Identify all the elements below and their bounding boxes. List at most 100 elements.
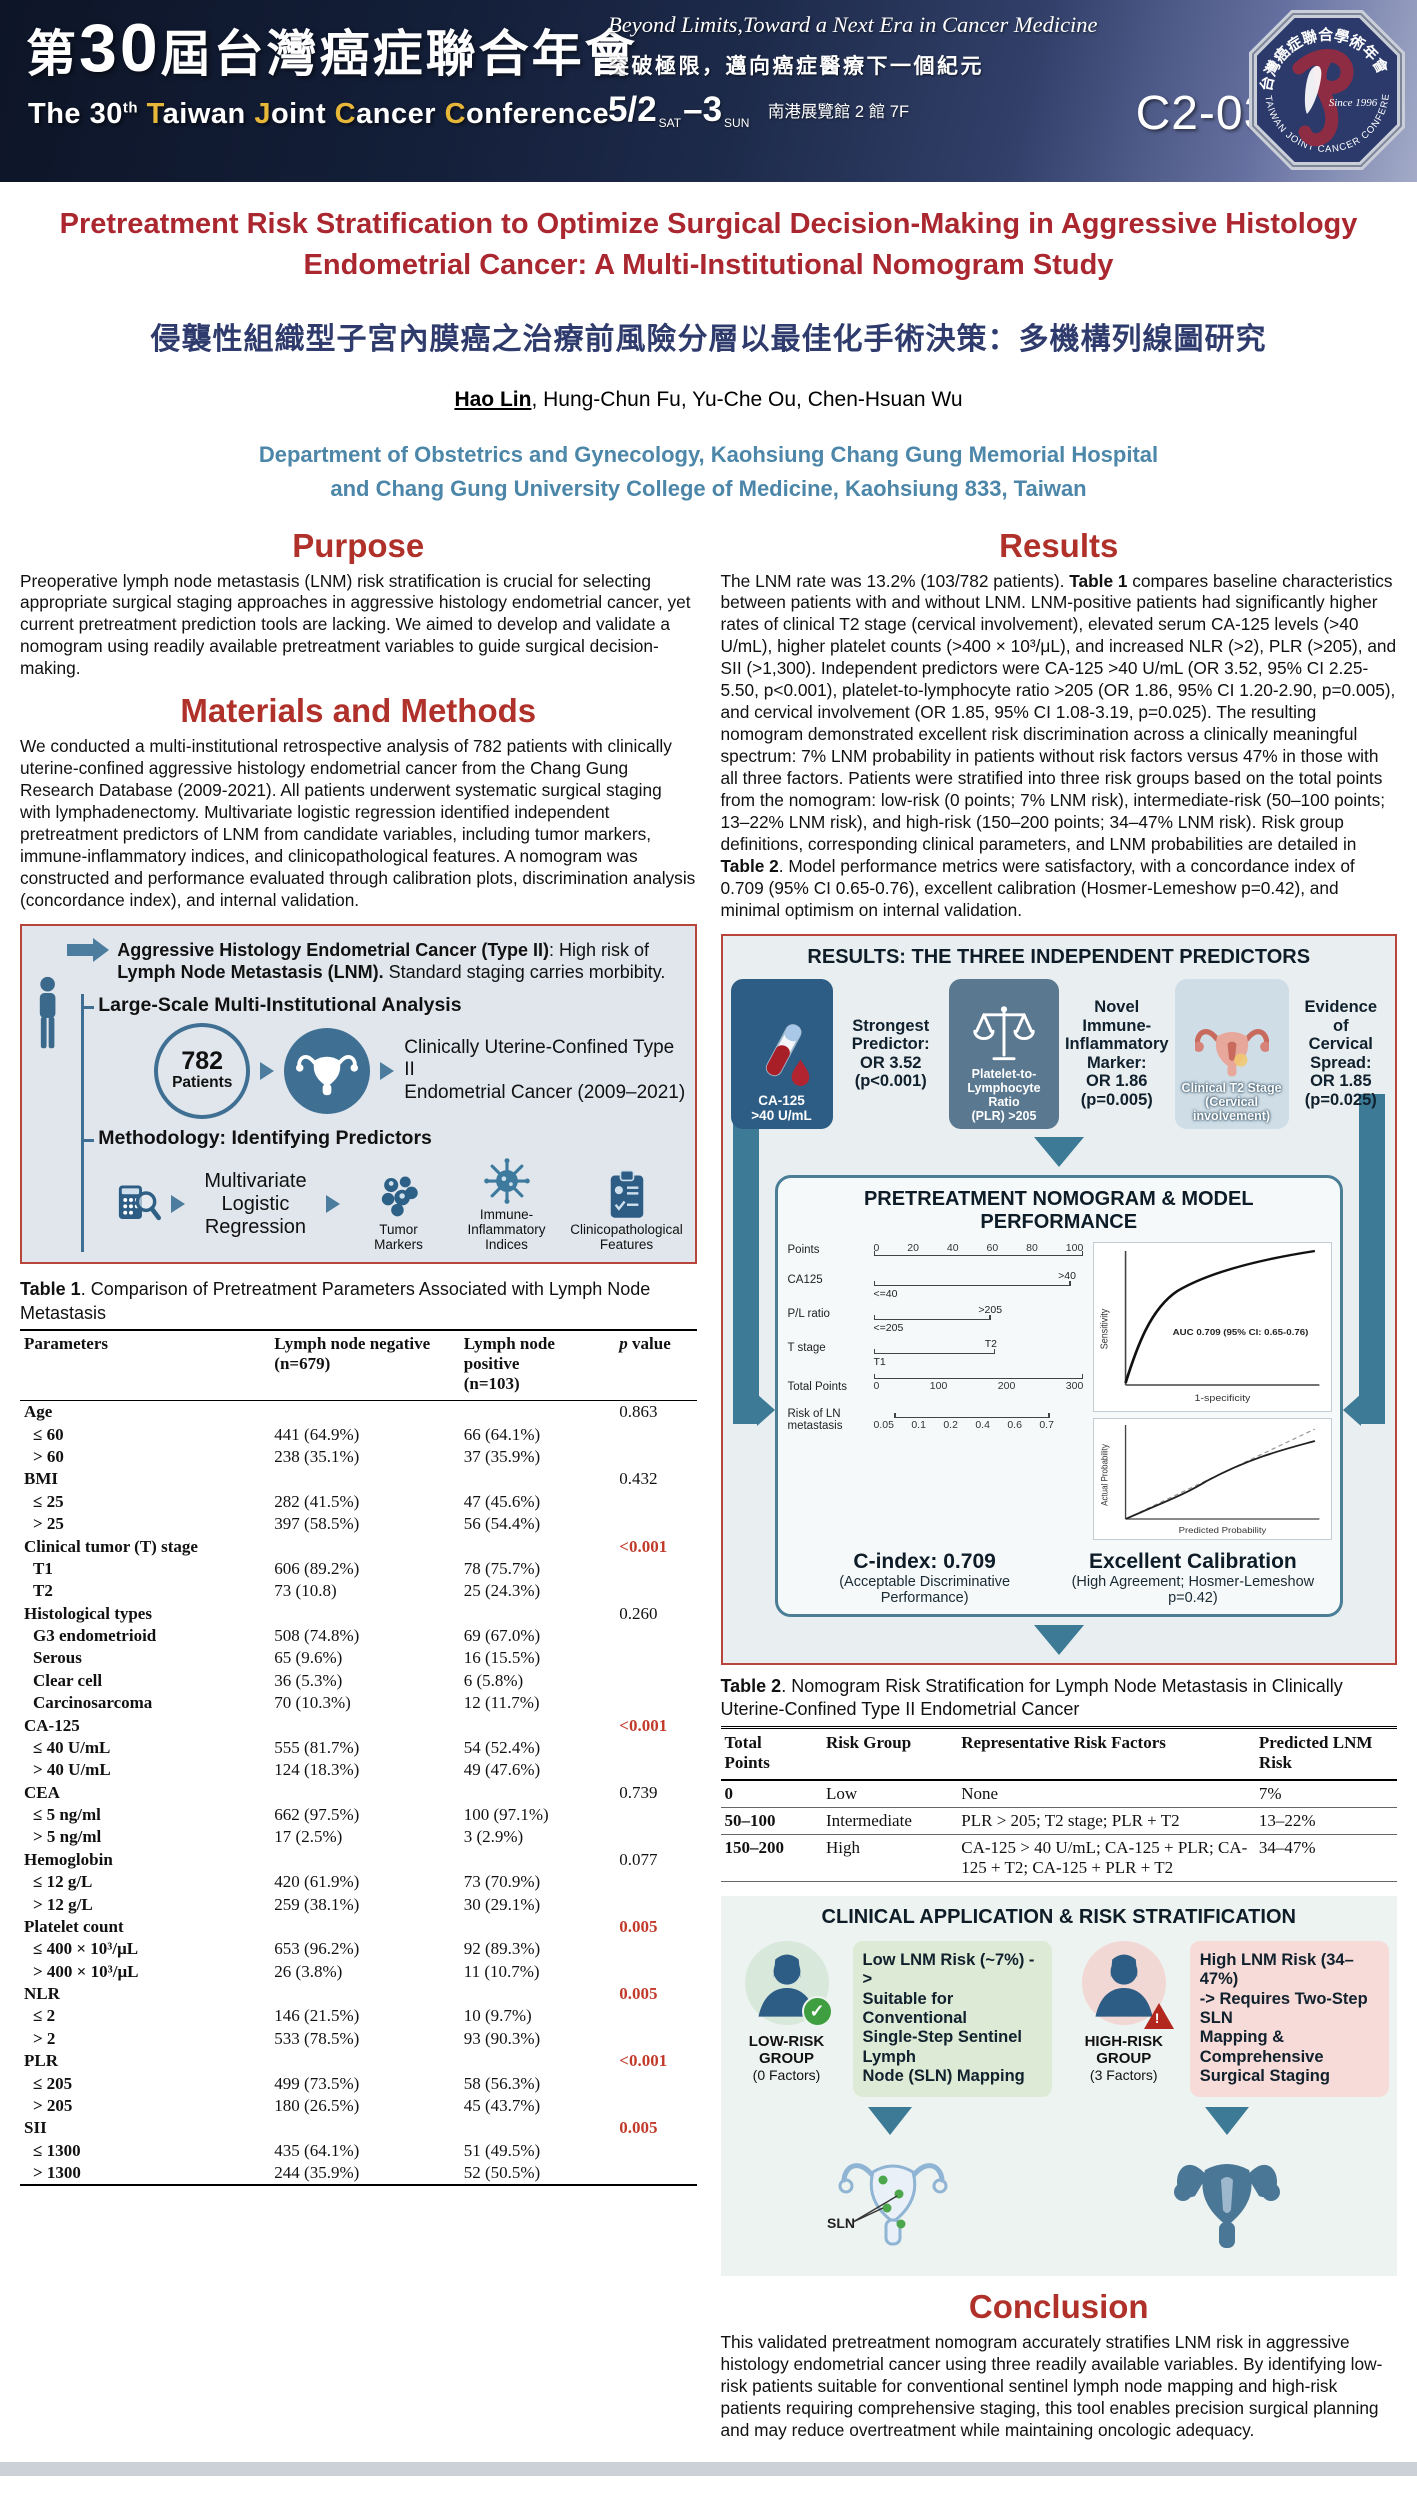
table1-row: > 60 238 (35.1%) 37 (35.9%): [33, 1447, 541, 1467]
conference-venue: 南港展覽館 2 館 7F: [767, 103, 910, 121]
predictor-plr: Platelet-to- Lymphocyte Ratio (PLR) >205…: [948, 978, 1169, 1129]
cindex-note: (Acceptable Discriminative Performance): [839, 1573, 1011, 1606]
clinical-application-figure: CLINICAL APPLICATION & RISK STRATIFICATI…: [720, 1895, 1397, 2276]
figure2-title: RESULTS: THE THREE INDEPENDENT PREDICTOR…: [807, 945, 1311, 968]
analysis-branch-label: Large-Scale Multi-Institutional Analysis: [84, 994, 686, 1017]
cohort-row: 782 Patients: [154, 1022, 686, 1119]
table1-row: Histological types 0.260: [24, 1603, 658, 1623]
table2-header-risk: Predicted LNM Risk: [1254, 1725, 1397, 1781]
nomogram-ca125-label: CA125: [787, 1273, 823, 1286]
conclusion-heading: Conclusion: [968, 2287, 1149, 2325]
table1-row: BMI 0.432: [24, 1469, 658, 1489]
table1-row: ≤ 40 U/mL 555 (81.7%) 54 (52.4%): [33, 1737, 541, 1757]
cindex-metric: C-index: 0.709 (Acceptable Discriminativ…: [796, 1550, 1054, 1606]
table1-row: ≤ 1300 435 (64.1%) 51 (49.5%): [33, 2140, 541, 2160]
high-risk-avatar-block: ! HIGH-RISK GROUP (3 Factors): [1066, 1940, 1182, 2083]
methodology-branch-label: Methodology: Identifying Predictors: [84, 1127, 686, 1150]
conference-title-en: The 30th Taiwan Joint Cancer Conference: [28, 98, 610, 130]
high-risk-recommendation: High LNM Risk (34–47%) -> Requires Two-S…: [1189, 1940, 1389, 2097]
methods-text: We conducted a multi-institutional retro…: [20, 736, 696, 910]
person-icon: [39, 976, 56, 1049]
results-heading: Results: [999, 526, 1119, 564]
conference-date: 5/2 SAT–3 SUN: [608, 90, 750, 130]
table1-row: ≤ 25 282 (41.5%) 47 (45.6%): [33, 1491, 541, 1511]
molecule-icon: [381, 1176, 418, 1216]
nomogram-points-label: Points: [787, 1243, 820, 1256]
calibration-note: (High Agreement; Hosmer-Lemeshow p=0.42): [1071, 1573, 1315, 1606]
tumor-markers-item: Tumor Markers: [351, 1171, 447, 1253]
table1-row: ≤ 205 499 (73.5%) 58 (56.3%): [33, 2073, 541, 2093]
svg-text:1-specificity: 1-specificity: [1195, 1393, 1252, 1403]
poster-body: Purpose Preoperative lymph node metastas…: [0, 507, 1417, 2452]
nomogram-charts: Points 0 20 40 60 80 100 CA125 <=4: [788, 1241, 1332, 1540]
conference-title-zh: 第30屆台灣癌症聯合年會: [26, 10, 638, 86]
table1-row: > 12 g/L 259 (38.1%) 30 (29.1%): [33, 1894, 541, 1914]
uterus-icon: [284, 1027, 371, 1114]
table2-header-group: Risk Group: [821, 1725, 958, 1781]
clipboard-icon: [610, 1169, 643, 1218]
predictor-t2stage: Clinical T2 Stage (Cervical involvement)…: [1174, 978, 1387, 1129]
plr-card: Platelet-to- Lymphocyte Ratio (PLR) >205: [948, 978, 1059, 1129]
table1-row: Carcinosarcoma 70 (10.3%) 12 (11.7%): [33, 1693, 540, 1713]
methods-heading: Materials and Methods: [180, 692, 537, 730]
table1-row: > 2 533 (78.5%) 93 (90.3%): [33, 2028, 541, 2048]
table1-row: SII 0.005: [24, 2118, 658, 2138]
table1-row: ≤ 12 g/L 420 (61.9%) 73 (70.9%): [33, 1872, 541, 1892]
table1-header-pvalue: p value: [615, 1329, 697, 1402]
table1-header-negative: Lymph node negative (n=679): [270, 1329, 460, 1402]
svg-text:Predicted Probability: Predicted Probability: [1179, 1525, 1267, 1534]
calibration-plot: Actual Probability Predicted Probability: [1093, 1417, 1332, 1540]
figure1-statement: Aggressive Histology Endometrial Cancer …: [117, 939, 666, 982]
flow-arrow-left: [732, 1093, 775, 1426]
ca125-high-tick: >40: [1058, 1269, 1076, 1282]
svg-text:Actual Probability: Actual Probability: [1099, 1443, 1110, 1505]
nomogram-plot: Points 0 20 40 60 80 100 CA125 <=4: [788, 1242, 1084, 1540]
axis-ticks: 0 100 200 300: [873, 1379, 1084, 1392]
study-overview-figure: Aggressive Histology Endometrial Cancer …: [20, 923, 697, 1265]
nomogram-ca125-row: CA125 <=40 >40: [787, 1270, 1084, 1300]
author-list: Hao Lin, Hung-Chun Fu, Yu-Che Ou, Chen-H…: [454, 388, 963, 412]
predictor-ca125: CA-125 >40 U/mL Strongest Predictor: OR …: [730, 978, 943, 1129]
table1-row: ≤ 400 × 10³/μL 653 (96.2%) 92 (89.3%): [33, 1939, 541, 1959]
table1-row: Clear cell 36 (5.3%) 6 (5.8%): [33, 1670, 524, 1690]
methodology-row: Multivariate Logistic Regression: [116, 1156, 686, 1253]
results-text: The LNM rate was 13.2% (103/782 patients…: [720, 570, 1397, 920]
footer-strip: [0, 2461, 1417, 2476]
down-arrow-icon: [1033, 1624, 1084, 1655]
p-italic: p: [619, 1334, 628, 1354]
table1-caption: Table 1. Comparison of Pretreatment Para…: [20, 1279, 651, 1323]
table1-row: > 205 180 (26.5%) 45 (43.7%): [33, 2095, 541, 2115]
svg-text:SLN: SLN: [827, 2215, 855, 2231]
table1-header-positive: Lymph node positive (n=103): [459, 1329, 616, 1402]
ca125-card: CA-125 >40 U/mL: [730, 978, 833, 1129]
down-arrow-icon: [1205, 2106, 1250, 2135]
axis-ticks: 0.05 0.1 0.2 0.4 0.6 0.7: [873, 1419, 1054, 1432]
patients-count: 782: [181, 1047, 224, 1076]
predictors-figure: RESULTS: THE THREE INDEPENDENT PREDICTOR…: [720, 933, 1397, 1665]
purpose-text: Preoperative lymph node metastasis (LNM)…: [20, 570, 691, 679]
table1-row: > 1300 244 (35.9%) 52 (50.5%): [33, 2163, 541, 2183]
balance-scale-icon: [973, 1005, 1035, 1060]
poster-title-zh: 侵襲性組織型子宮內膜癌之治療前風險分層以最佳化手術決策：多機構列線圖研究: [150, 323, 1267, 357]
table1-header-row: Parameters Lymph node negative (n=679) L…: [20, 1329, 697, 1402]
performance-plots: Sensitivity 1-specificity AUC 0.709 (95%…: [1093, 1241, 1332, 1540]
model-metrics: C-index: 0.709 (Acceptable Discriminativ…: [796, 1550, 1323, 1606]
plr-card-label: Platelet-to- Lymphocyte Ratio (PLR) >205: [967, 1066, 1041, 1123]
right-column: Results The LNM rate was 13.2% (103/782 …: [720, 515, 1397, 2452]
calibration-metric: Excellent Calibration (High Agreement; H…: [1064, 1550, 1322, 1606]
nomogram-risk-label: Risk of LN metastasis: [787, 1407, 843, 1433]
t2stage-card-label: Clinical T2 Stage (Cervical involvement): [1181, 1080, 1282, 1123]
table1-row: CA-125 <0.001: [24, 1715, 668, 1735]
t2stage-stat: Evidence of Cervical Spread: OR 1.85 (p=…: [1304, 998, 1378, 1109]
figure1-content: Aggressive Histology Endometrial Cancer …: [67, 937, 686, 1253]
calibration-value: Excellent Calibration: [1089, 1549, 1297, 1573]
flow-arrow-right: [1343, 1093, 1385, 1426]
comprehensive-staging-illustration: [1066, 2141, 1389, 2264]
table2-row: 0 Low None 7%: [720, 1779, 1397, 1808]
table1-row: > 5 ng/ml 17 (2.5%) 3 (2.9%): [33, 1827, 524, 1847]
nomogram-plr-row: P/L ratio <=205 >205: [788, 1304, 1084, 1334]
nomogram-risk-row: Risk of LN metastasis 0.05 0.1 0.2 0.4 0.6 0.…: [788, 1408, 1084, 1432]
high-risk-avatar: !: [1081, 1940, 1174, 2029]
conference-header: 第30屆台灣癌症聯合年會 The 30th Taiwan Joint Cance…: [0, 0, 1417, 182]
